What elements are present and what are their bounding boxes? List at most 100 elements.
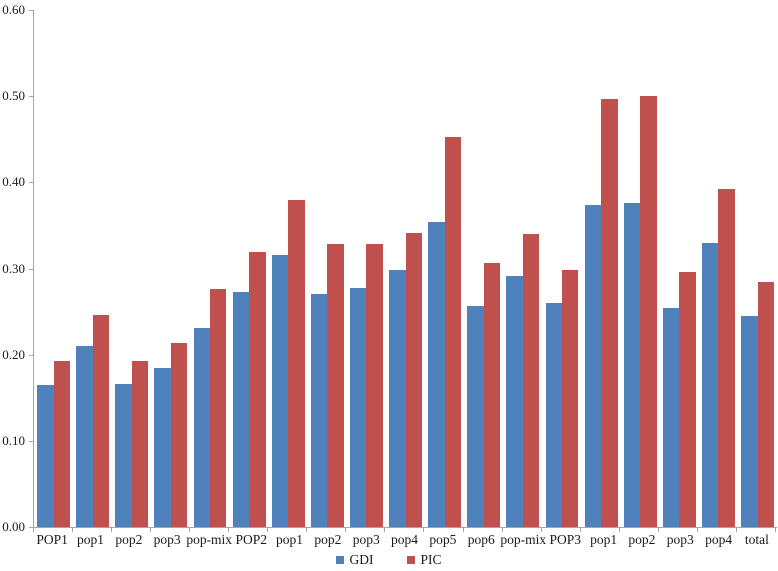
bar-gdi: [467, 306, 484, 527]
bar-pic: [718, 189, 735, 527]
bar-pic: [327, 244, 344, 527]
bar-gdi: [232, 291, 250, 527]
x-axis-tick: [735, 528, 775, 532]
x-tick-label: pop3: [153, 532, 181, 547]
bar-gdi: [193, 327, 210, 527]
x-axis-labels: POP1 pop1 pop2 pop3 pop-mix POP2 pop1 pop2 pop3 p…: [33, 531, 776, 548]
bar-group: [386, 10, 425, 527]
bar-gdi: [271, 254, 289, 527]
bar-group: [230, 10, 269, 527]
bar-pic: [561, 270, 579, 527]
legend-item-pic: PIC: [407, 552, 442, 567]
x-axis-tick: [267, 528, 306, 532]
legend-marker-gdi: [336, 555, 345, 564]
x-tick-label: total: [744, 532, 769, 547]
bar-pic: [366, 244, 383, 527]
x-tick-label: pop1: [76, 532, 104, 547]
bar-gdi: [389, 270, 406, 527]
x-tick-label: POP2: [235, 532, 267, 547]
bar-group: [699, 10, 738, 527]
x-axis-tick: [462, 528, 502, 532]
x-tick-label: pop4: [705, 532, 733, 547]
y-tick-label: 0.50: [2, 88, 25, 104]
x-axis-tick: [33, 528, 72, 532]
y-tick-label: 0.00: [2, 519, 25, 534]
y-tick-label: 0.60: [2, 2, 25, 17]
bar-gdi: [741, 315, 758, 527]
y-axis-tick: [29, 268, 33, 270]
y-axis-tick: [29, 10, 33, 11]
y-tick-label: 0.20: [2, 346, 25, 362]
bar-pic: [92, 315, 110, 527]
bar-pic: [640, 96, 657, 527]
bar-group: [464, 10, 503, 527]
bar-gdi: [662, 308, 680, 527]
x-axis-tick: [306, 528, 345, 532]
bar-gdi: [428, 221, 445, 527]
x-tick-label: pop2: [628, 532, 656, 547]
bar-group: [503, 10, 542, 527]
y-axis-tick: [29, 96, 33, 98]
bar-pic: [757, 282, 774, 527]
x-axis-ticks: [33, 528, 776, 532]
x-axis-tick: [345, 528, 384, 532]
x-tick-label: pop1: [590, 532, 618, 547]
y-axis-tick: [29, 354, 33, 356]
bar-gdi: [37, 384, 54, 527]
x-tick-label: POP3: [549, 532, 582, 547]
bar-group: [347, 10, 386, 527]
bar-pic: [522, 234, 540, 527]
bar-gdi: [154, 367, 171, 527]
y-axis-tick: [29, 440, 33, 442]
x-tick-label: POP1: [36, 532, 68, 547]
bar-pic: [601, 98, 618, 527]
legend-label: PIC: [420, 552, 442, 567]
legend-label: GDI: [349, 552, 374, 567]
bar-gdi: [310, 293, 328, 527]
bar-gdi: [545, 302, 562, 527]
x-axis-tick: [111, 528, 150, 532]
y-tick-label: 0.30: [2, 260, 25, 276]
plot-area: [29, 10, 777, 528]
bar-pic: [53, 360, 70, 527]
bar-group: [425, 10, 464, 527]
bar-group: [621, 10, 660, 527]
legend-item-gdi: GDI: [336, 552, 373, 567]
x-tick-label: pop3: [352, 532, 380, 547]
x-tick-label: pop5: [429, 532, 457, 547]
x-axis-tick: [423, 528, 462, 532]
x-axis-tick: [618, 528, 658, 532]
bar-group: [308, 10, 347, 527]
x-tick-label: pop2: [115, 532, 143, 547]
x-tick-label: pop3: [666, 532, 694, 547]
bar-pic: [483, 263, 501, 527]
x-axis-tick: [657, 528, 697, 532]
x-axis-tick: [72, 528, 111, 532]
legend-marker-pic: [407, 555, 416, 564]
x-axis-tick: [189, 528, 228, 532]
bar-groups: [34, 10, 777, 527]
bar-group: [34, 10, 73, 527]
bar-group: [542, 10, 581, 527]
x-axis-tick: [384, 528, 423, 532]
x-axis-tick: [150, 528, 189, 532]
bar-pic: [249, 252, 266, 527]
x-axis-tick: [696, 528, 736, 532]
bar-gdi: [506, 276, 523, 527]
x-axis-tick: [579, 528, 619, 532]
bar-gdi: [350, 288, 367, 527]
y-axis-tick: [29, 527, 33, 528]
bar-pic: [444, 136, 462, 527]
x-tick-label: pop-mix: [500, 532, 547, 547]
y-axis-tick: [29, 182, 33, 184]
bar-group: [151, 10, 190, 527]
x-axis-tick: [228, 528, 267, 532]
y-axis-labels: 0.00 0.10 0.20 0.30 0.40 0.50 0.60: [0, 2, 27, 534]
x-axis-tick: [501, 528, 541, 532]
bar-pic: [288, 200, 305, 527]
bar-group: [582, 10, 621, 527]
y-tick-label: 0.40: [2, 174, 25, 190]
bar-group: [269, 10, 308, 527]
bar-gdi: [584, 204, 602, 527]
